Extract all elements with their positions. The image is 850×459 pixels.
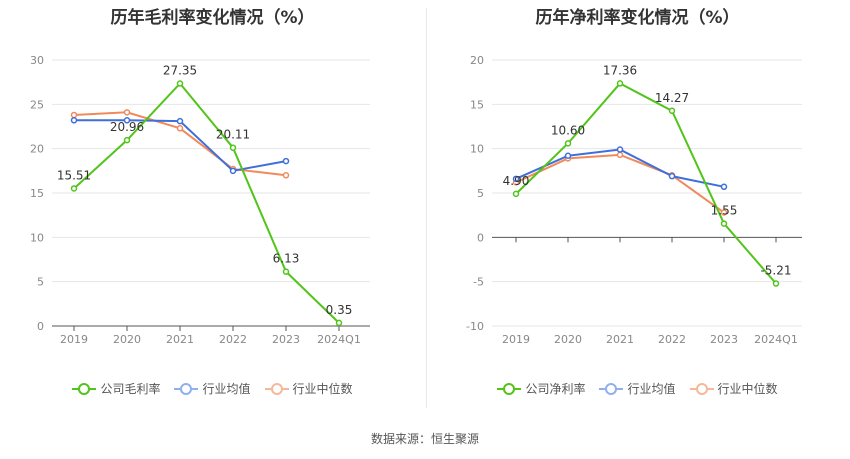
legend-swatch-company [72,382,97,396]
data-point [282,157,290,165]
data-point [564,152,572,160]
data-label: 14.27 [655,91,689,105]
x-tick-label: 2019 [502,333,530,346]
data-point [512,175,520,183]
data-label: 6.13 [273,252,300,266]
data-point [720,209,728,216]
gross-margin-chart: 0 5 10 15 20 25 30 2019 2020 2021 2022 2023 2024Q1 15… [30,54,370,346]
legend-item-company[interactable]: 公司净利率 [497,380,585,397]
legend-swatch-avg [174,382,199,396]
y-tick-label: 5 [477,187,484,200]
legend-label: 行业中位数 [292,382,353,396]
data-point [512,190,520,198]
series-line [73,81,340,324]
gross-margin-panel: 历年毛利率变化情况（%） 0 5 10 15 20 25 30 2019 2020 2021 202… [0,0,425,410]
data-point [176,80,184,87]
x-tick-label: 2023 [710,333,738,346]
data-point [282,268,290,275]
x-tick-label: 2024Q1 [754,333,798,346]
legend-label: 公司毛利率 [100,382,161,396]
data-point [564,140,572,147]
legend-swatch-median [689,382,714,396]
y-tick-label: 25 [30,98,44,111]
y-tick-label: 0 [477,231,484,244]
legend: 公司净利率 行业均值 行业中位数 [425,380,850,397]
legend-item-median[interactable]: 行业中位数 [689,380,778,397]
data-point [123,136,131,144]
chart-title: 历年毛利率变化情况（%） [110,8,315,28]
data-label: 4.90 [503,174,530,188]
data-label: 10.60 [551,123,585,137]
data-label: 15.51 [57,168,91,182]
data-point [229,167,237,175]
y-tick-label: 5 [37,276,44,289]
chart-title: 历年净利率变化情况（%） [535,8,740,28]
legend-item-median[interactable]: 行业中位数 [264,380,353,397]
y-tick-label: -5 [473,276,484,289]
data-label: 27.35 [163,63,197,77]
x-tick-label: 2021 [606,333,634,346]
x-tick-label: 2020 [554,333,582,346]
legend-swatch-company [497,382,522,396]
data-point [720,220,728,227]
legend-label: 行业均值 [202,382,251,396]
data-point [720,183,728,191]
y-tick-label: -10 [466,320,484,333]
legend-label: 公司净利率 [525,382,586,396]
data-label: 0.35 [326,303,353,317]
x-tick-label: 2024Q1 [317,333,361,346]
data-point [176,117,184,125]
data-label: 20.96 [110,120,144,134]
data-point [668,107,676,115]
legend-swatch-median [264,382,289,396]
y-tick-label: 30 [30,54,44,67]
panel-divider [426,8,427,408]
data-point [70,185,78,192]
legend-item-avg[interactable]: 行业均值 [174,380,251,397]
x-tick-label: 2023 [272,333,300,346]
y-tick-label: 0 [37,320,44,333]
y-tick-label: 15 [470,98,484,111]
data-label: 20.11 [216,128,250,142]
data-source: 数据来源：恒生聚源 [370,432,479,446]
x-tick-label: 2022 [658,333,686,346]
data-point [335,319,343,327]
data-point [123,117,131,124]
x-tick-label: 2021 [166,333,194,346]
net-margin-panel: 历年净利率变化情况（%） -10 -5 0 5 10 15 20 2019 2020 2021 20… [425,0,850,410]
data-point [123,109,131,116]
legend: 公司毛利率 行业均值 行业中位数 [0,380,425,397]
x-tick-label: 2020 [113,333,141,346]
legend-item-company[interactable]: 公司毛利率 [72,380,160,397]
y-tick-label: 20 [470,54,484,67]
legend-label: 行业均值 [627,382,676,396]
data-point [616,80,624,87]
data-point [282,172,290,179]
x-tick-label: 2022 [219,333,247,346]
data-point [772,280,780,287]
data-label: 1.55 [711,204,738,218]
data-point [229,144,237,151]
legend-swatch-avg [599,382,624,396]
legend-label: 行业中位数 [717,382,778,396]
data-point [70,117,78,124]
data-point [616,151,624,159]
y-tick-label: 15 [30,187,44,200]
data-point [668,172,676,180]
y-tick-label: 10 [30,231,44,244]
net-margin-chart: -10 -5 0 5 10 15 20 2019 2020 2021 2022 2023 2024Q1 4… [466,54,802,346]
y-tick-label: 20 [30,143,44,156]
data-point [616,146,624,153]
y-tick-label: 10 [470,143,484,156]
legend-item-avg[interactable]: 行业均值 [599,380,676,397]
x-tick-label: 2019 [60,333,88,346]
data-label: -5.21 [760,264,791,278]
data-label: 17.36 [603,63,637,77]
series-line [515,82,777,285]
data-point [70,111,78,119]
data-point [176,125,184,132]
